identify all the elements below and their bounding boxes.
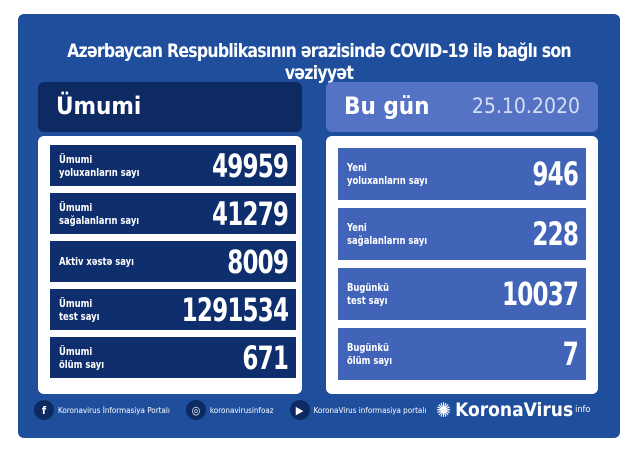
stat-row: Ümumi sağalanların sayı 41279 (50, 193, 296, 234)
stat-label: Yeni (347, 161, 367, 174)
instagram-label: koronavirusinfoaz (209, 405, 274, 415)
stat-label: yoluxanların sayı (59, 165, 140, 179)
stat-row: Yeni yoluxanların sayı 946 (338, 148, 586, 200)
stat-value: 7 (562, 335, 579, 373)
stat-label: Ümumi (59, 200, 93, 214)
stat-row: Bugünkü ölüm sayı 7 (338, 328, 586, 380)
stat-value: 49959 (211, 146, 289, 185)
stat-label: yoluxanların sayı (347, 174, 428, 187)
stat-value: 671 (242, 338, 288, 377)
brand-logo: ✺ KoronaVirus info (436, 398, 590, 422)
stat-label: Ümumi (59, 152, 93, 166)
youtube-icon: ▶ (289, 400, 310, 420)
stat-label: Ümumi (59, 344, 93, 358)
stat-row: Ümumi yoluxanların sayı 49959 (50, 145, 296, 186)
instagram-link[interactable]: ◎ koronavirusinfoaz (185, 400, 274, 420)
facebook-link[interactable]: f Koronavirus İnformasiya Portalı (34, 400, 170, 420)
stat-label: Bugünkü (347, 341, 389, 354)
today-header: Bu gün 25.10.2020 (326, 82, 598, 132)
total-header-label: Ümumi (56, 92, 142, 120)
stat-label: Aktiv xəstə sayı (59, 255, 134, 268)
stat-row: Yeni sağalanların sayı 228 (338, 208, 586, 260)
youtube-link[interactable]: ▶ KoronaVirus informasiya portalı (289, 400, 427, 420)
page-title: Azərbaycan Respublikasının ərazisində CO… (67, 40, 571, 84)
stat-value: 10037 (501, 275, 579, 313)
stat-row: Ümumi ölüm sayı 671 (50, 337, 296, 378)
date: 25.10.2020 (471, 94, 580, 118)
stat-row: Bugünkü test sayı 10037 (338, 268, 586, 320)
stat-value: 228 (532, 215, 578, 253)
stat-label: sağalanların sayı (59, 213, 140, 227)
stat-label: Yeni (347, 221, 367, 234)
today-panel: Yeni yoluxanların sayı 946 Yeni sağalanları… (326, 136, 598, 394)
stat-value: 946 (532, 155, 578, 193)
stat-label: Bugünkü (347, 281, 389, 294)
today-header-label: Bu gün (344, 92, 430, 120)
stat-label: ölüm sayı (347, 354, 393, 367)
brand-name: KoronaVirus (455, 399, 574, 421)
facebook-icon: f (34, 400, 54, 420)
stat-value: 41279 (211, 194, 289, 233)
stat-row: Aktiv xəstə sayı 8009 (50, 241, 296, 282)
stat-label: test sayı (59, 309, 100, 323)
total-panel: Ümumi yoluxanların sayı 49959 Ümumi sağalan… (38, 136, 302, 394)
total-header: Ümumi (38, 82, 302, 132)
stat-label: Ümumi (59, 296, 93, 310)
stat-label: ölüm sayı (59, 357, 105, 371)
facebook-label: Koronavirus İnformasiya Portalı (58, 405, 170, 415)
stat-label: test sayı (347, 294, 388, 307)
virus-icon: ✺ (436, 398, 452, 422)
stat-label: sağalanların sayı (347, 234, 428, 247)
youtube-label: KoronaVirus informasiya portalı (313, 405, 427, 415)
stat-row: Ümumi test sayı 1291534 (50, 289, 296, 330)
brand-sup: info (575, 405, 591, 415)
instagram-icon: ◎ (185, 400, 206, 420)
footer: f Koronavirus İnformasiya Portalı ◎ korona… (34, 400, 434, 420)
stat-value: 8009 (227, 242, 289, 281)
stat-value: 1291534 (181, 290, 288, 329)
